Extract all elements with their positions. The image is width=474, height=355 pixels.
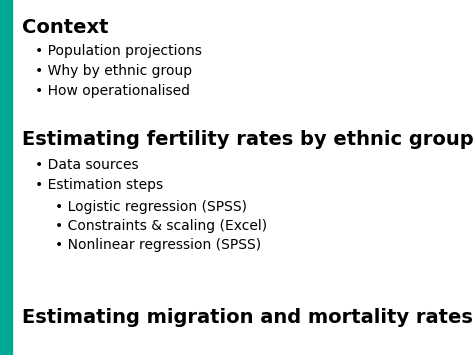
Text: • Estimation steps: • Estimation steps — [35, 178, 163, 192]
Text: Context: Context — [22, 18, 109, 37]
Text: • Logistic regression (SPSS): • Logistic regression (SPSS) — [55, 200, 247, 214]
Text: • How operationalised: • How operationalised — [35, 84, 190, 98]
Text: • Nonlinear regression (SPSS): • Nonlinear regression (SPSS) — [55, 238, 261, 252]
Bar — [0, 0, 12, 355]
Text: • Constraints & scaling (Excel): • Constraints & scaling (Excel) — [55, 219, 267, 233]
Text: Estimating fertility rates by ethnic group: Estimating fertility rates by ethnic gro… — [22, 130, 474, 149]
Text: • Population projections: • Population projections — [35, 44, 202, 58]
Text: • Data sources: • Data sources — [35, 158, 138, 172]
Text: Estimating migration and mortality rates: Estimating migration and mortality rates — [22, 308, 473, 327]
Text: • Why by ethnic group: • Why by ethnic group — [35, 64, 192, 78]
